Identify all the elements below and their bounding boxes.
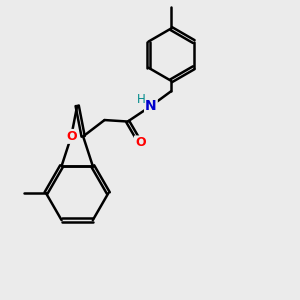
Text: O: O bbox=[135, 136, 146, 149]
Text: H: H bbox=[137, 93, 146, 106]
Text: O: O bbox=[66, 130, 76, 143]
Text: N: N bbox=[145, 99, 157, 113]
